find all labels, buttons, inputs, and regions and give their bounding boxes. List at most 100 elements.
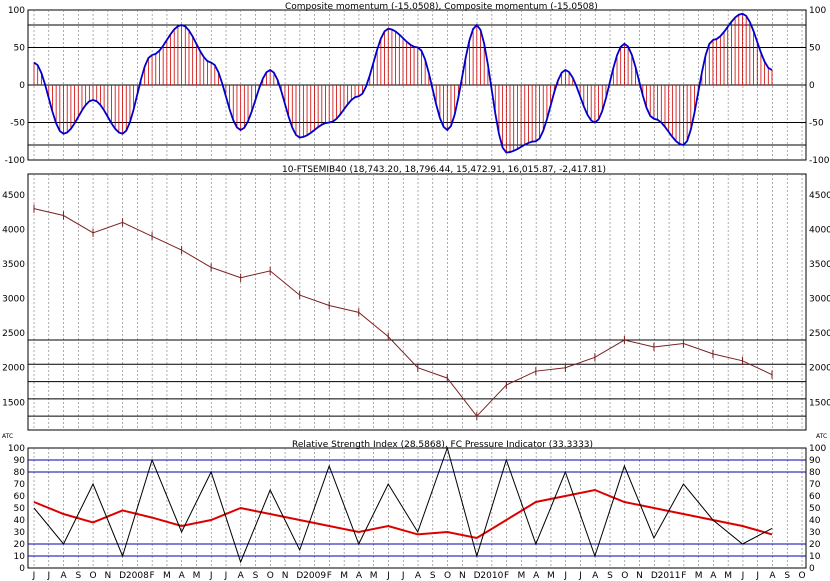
y-tick-label-left: 80 <box>14 468 26 478</box>
y-tick-label-right: 30 <box>809 528 821 538</box>
rsi-line <box>33 488 773 540</box>
x-tick-label: M <box>193 571 201 581</box>
x-tick-label: M <box>370 571 378 581</box>
x-tick-label: S <box>607 571 613 581</box>
y-tick-label-right: 4000 <box>809 225 830 235</box>
y-tick-label-right: 1500 <box>809 398 830 408</box>
pressure-line <box>33 446 773 564</box>
y-tick-label-left: 0 <box>19 81 25 91</box>
y-tick-label-right: 40 <box>809 516 821 526</box>
x-tick-label: D <box>651 571 658 581</box>
price-title: 10-FTSEMIB40 (18,743.20, 18,796.44, 15,4… <box>282 165 606 175</box>
y-tick-label-right: 10 <box>809 552 821 562</box>
y-tick-label-right: 50 <box>809 504 821 514</box>
x-tick-label: M <box>340 571 348 581</box>
x-tick-label: O <box>444 571 451 581</box>
momentum-title: Composite momentum (-15.0508), Composite… <box>285 2 598 12</box>
x-tick-label: A <box>533 571 540 581</box>
y-tick-label-left: 1500 <box>2 398 25 408</box>
y-tick-label-right: 60 <box>809 492 821 502</box>
y-tick-label-right: 2000 <box>809 364 830 374</box>
rsi-title: Relative Strength Index (28.5868), FC Pr… <box>292 440 593 450</box>
x-tick-label: 2008 <box>126 571 149 581</box>
x-tick-label: D <box>296 571 303 581</box>
x-tick-label: O <box>90 571 97 581</box>
y-tick-label-right: 0 <box>809 564 815 574</box>
y-tick-label-left: -50 <box>10 119 25 129</box>
y-tick-label-right: 20 <box>809 540 821 550</box>
y-tick-label-left: 100 <box>8 444 25 454</box>
x-tick-label: M <box>724 571 732 581</box>
momentum-line <box>33 12 773 154</box>
x-tick-label: A <box>356 571 363 581</box>
x-tick-label: F <box>327 571 332 581</box>
x-tick-label: M <box>163 571 171 581</box>
y-tick-label-right: 80 <box>809 468 821 478</box>
x-tick-label: A <box>179 571 186 581</box>
x-axis: J J A S O N D 2008 F M A M J J A S O N D 2009 F M A M J J A S O N D 201… <box>32 571 806 581</box>
panel-frame-3 <box>27 447 807 569</box>
x-tick-label: M <box>518 571 526 581</box>
y-tick-label-left: 2500 <box>2 329 25 339</box>
x-tick-label: A <box>415 571 422 581</box>
x-tick-label: O <box>798 571 805 581</box>
x-tick-label: J <box>224 571 228 581</box>
y-tick-label-left: 2000 <box>2 364 25 374</box>
y-tick-label-left: 50 <box>14 44 26 54</box>
watermark-left: ATC <box>2 433 13 440</box>
x-tick-label: A <box>238 571 245 581</box>
y-tick-label-left: 40 <box>14 516 26 526</box>
y-tick-label-left: 60 <box>14 492 26 502</box>
y-tick-label-right: 70 <box>809 480 821 490</box>
y-tick-label-left: -100 <box>5 156 26 166</box>
x-tick-label: N <box>104 571 111 581</box>
x-tick-label: M <box>695 571 703 581</box>
y-tick-label-left: 0 <box>19 564 25 574</box>
y-tick-label-left: 4500 <box>2 191 25 201</box>
x-tick-label: N <box>459 571 466 581</box>
price-panel: 4500 4500 4000 4000 3500 3500 3000 3000 2500 2500… <box>2 173 830 431</box>
x-tick-label: A <box>710 571 717 581</box>
x-tick-label: A <box>592 571 599 581</box>
x-tick-label: F <box>150 571 155 581</box>
y-tick-label-left: 20 <box>14 540 26 550</box>
y-tick-label-right: 2500 <box>809 329 830 339</box>
y-tick-label-right: 4500 <box>809 191 830 201</box>
y-tick-label-right: 100 <box>809 6 826 16</box>
x-tick-label: D <box>474 571 481 581</box>
y-tick-label-left: 90 <box>14 456 26 466</box>
y-tick-label-right: 100 <box>809 444 826 454</box>
x-tick-label: M <box>547 571 555 581</box>
x-tick-label: S <box>784 571 790 581</box>
x-tick-label: S <box>75 571 81 581</box>
y-tick-label-left: 10 <box>14 552 26 562</box>
x-tick-label: J <box>32 571 36 581</box>
y-tick-label-left: 50 <box>14 504 26 514</box>
y-tick-label-right: 50 <box>809 44 821 54</box>
x-tick-label: N <box>636 571 643 581</box>
x-tick-label: 2011 <box>658 571 681 581</box>
y-tick-label-left: 100 <box>8 6 25 16</box>
y-tick-label-right: -100 <box>809 156 830 166</box>
x-tick-label: J <box>741 571 745 581</box>
x-tick-label: S <box>253 571 259 581</box>
x-tick-label: O <box>621 571 628 581</box>
momentum-panel: 100 100 50 50 0 0 -50 -50 -100 -100 <box>5 6 830 166</box>
price-line <box>33 208 773 417</box>
x-tick-label: J <box>401 571 405 581</box>
x-tick-label: 2009 <box>303 571 326 581</box>
x-tick-label: J <box>578 571 582 581</box>
x-tick-label: J <box>209 571 213 581</box>
x-tick-label: S <box>430 571 436 581</box>
panel-frame-2 <box>27 173 807 431</box>
x-tick-label: A <box>769 571 776 581</box>
y-tick-label-right: 0 <box>809 81 815 91</box>
y-tick-label-left: 3500 <box>2 260 25 270</box>
x-tick-label: F <box>681 571 686 581</box>
watermark-right: ATC <box>816 433 827 440</box>
x-tick-label: J <box>46 571 50 581</box>
y-tick-label-left: 4000 <box>2 225 25 235</box>
y-tick-label-right: 90 <box>809 456 821 466</box>
